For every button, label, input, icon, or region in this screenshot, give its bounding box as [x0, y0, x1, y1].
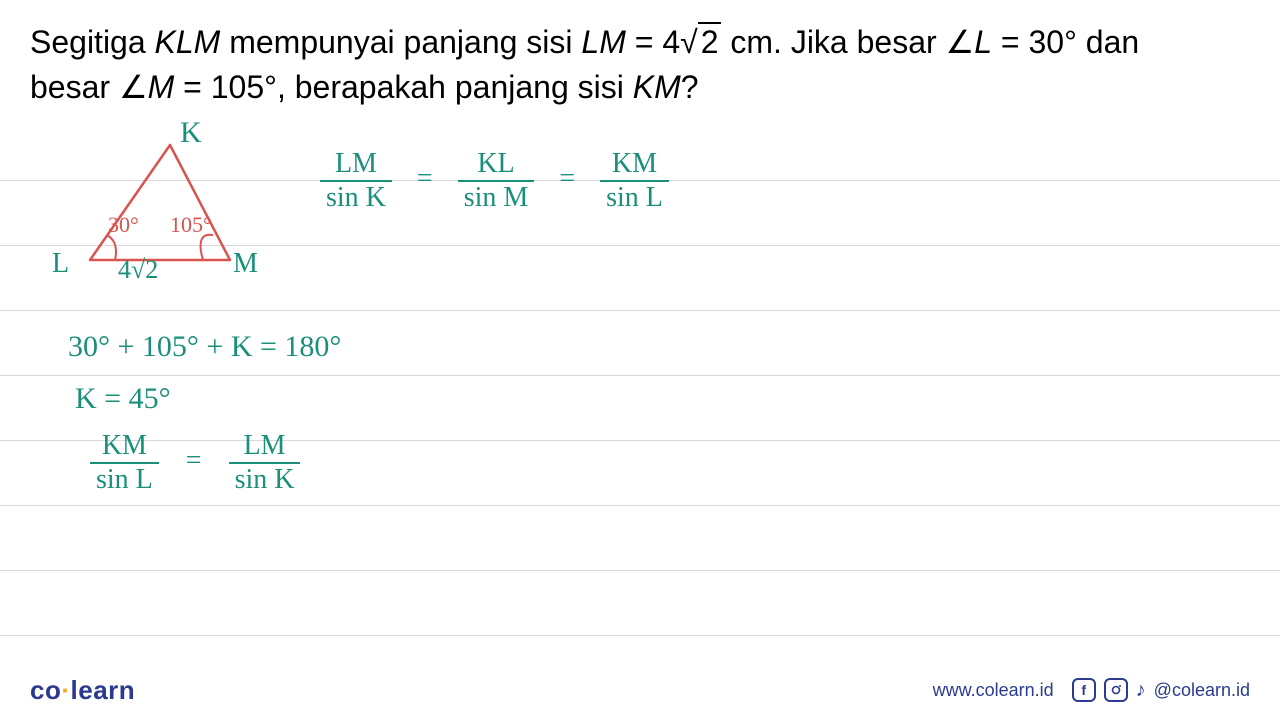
triangle-vertex-k: K [180, 116, 202, 150]
frac-den: sin L [600, 182, 669, 214]
triangle-angle-m: 105° [170, 212, 212, 238]
footer: co·learn www.colearn.id f ♪ @colearn.id [0, 660, 1280, 720]
rule-line [0, 570, 1280, 571]
km-equation: KM sin L = LM sin K [90, 430, 300, 496]
facebook-icon: f [1072, 678, 1096, 702]
footer-right: www.colearn.id f ♪ @colearn.id [933, 678, 1250, 702]
q-part: mempunyai panjang sisi [220, 24, 581, 60]
rule-line [0, 505, 1280, 506]
instagram-icon [1104, 678, 1128, 702]
q-part: = 105°, berapakah panjang sisi [174, 69, 632, 105]
frac-km-sinl: KM sin L [600, 148, 669, 214]
frac-den: sin K [229, 464, 301, 496]
frac-den: sin K [320, 182, 392, 214]
logo-dot: · [61, 675, 70, 705]
equals: = [186, 445, 202, 476]
sqrt-symbol: 2 [680, 20, 721, 65]
frac-den: sin M [458, 182, 535, 214]
logo-co: co [30, 675, 61, 705]
frac-num: LM [320, 148, 392, 182]
triangle-vertex-l: L [52, 248, 69, 280]
whiteboard: K L M 4√2 30° 105° LM sin K = KL sin M =… [0, 130, 1280, 660]
logo-learn: learn [71, 675, 136, 705]
q-l: L [974, 24, 992, 60]
footer-url: www.colearn.id [933, 680, 1054, 701]
footer-handle: @colearn.id [1154, 680, 1250, 701]
frac-den: sin L [90, 464, 159, 496]
q-part: = 30° dan [992, 24, 1139, 60]
angle-k-result: K = 45° [75, 382, 171, 416]
triangle-angle-l: 30° [108, 212, 139, 238]
triangle-vertex-m: M [233, 248, 258, 280]
angle-sum-equation: 30° + 105° + K = 180° [68, 330, 341, 364]
sine-rule-equation: LM sin K = KL sin M = KM sin L [320, 148, 669, 214]
rule-line [0, 310, 1280, 311]
rule-line [0, 375, 1280, 376]
frac-num: KL [458, 148, 535, 182]
tiktok-icon: ♪ [1136, 679, 1146, 702]
frac-num: KM [600, 148, 669, 182]
q-part: = 4 [626, 24, 680, 60]
q-m: M [148, 69, 175, 105]
social-icons: f ♪ @colearn.id [1072, 678, 1250, 702]
rule-line [0, 635, 1280, 636]
q-part: besar ∠ [30, 69, 148, 105]
frac-lm-sink2: LM sin K [229, 430, 301, 496]
logo: co·learn [30, 675, 135, 706]
q-lm: LM [581, 24, 625, 60]
q-km: KM [633, 69, 681, 105]
triangle-base-label: 4√2 [118, 255, 158, 285]
frac-km-sinl2: KM sin L [90, 430, 159, 496]
frac-kl-sinm: KL sin M [458, 148, 535, 214]
equals: = [417, 163, 433, 194]
q-klm: KLM [155, 24, 221, 60]
equals: = [559, 163, 575, 194]
frac-num: KM [90, 430, 159, 464]
q-part: cm. Jika besar ∠ [721, 24, 974, 60]
frac-num: LM [229, 430, 301, 464]
question-text: Segitiga KLM mempunyai panjang sisi LM =… [0, 0, 1280, 120]
frac-lm-sink: LM sin K [320, 148, 392, 214]
radicand: 2 [698, 22, 722, 60]
q-part: ? [681, 69, 699, 105]
q-part: Segitiga [30, 24, 155, 60]
